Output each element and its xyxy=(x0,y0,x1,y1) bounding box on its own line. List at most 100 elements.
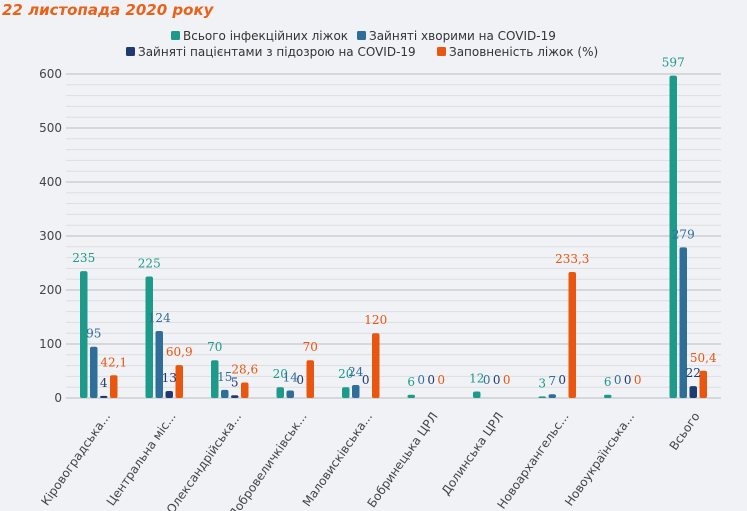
bar[interactable] xyxy=(100,395,108,398)
data-label: 0 xyxy=(634,373,642,387)
bar[interactable] xyxy=(241,382,249,398)
data-label: 50,4 xyxy=(690,351,717,365)
legend-swatch xyxy=(126,47,135,56)
bar[interactable] xyxy=(548,394,557,398)
data-label: 28,6 xyxy=(231,363,258,377)
data-label: 5 xyxy=(231,375,239,389)
legend-label: Всього інфекційних ліжок xyxy=(183,29,348,43)
x-tick-label: Кіровоградська... xyxy=(38,410,113,509)
data-label: 0 xyxy=(624,373,632,387)
bar[interactable] xyxy=(211,360,219,398)
bar[interactable] xyxy=(473,391,481,398)
data-label: 225 xyxy=(138,257,161,271)
y-tick-label: 200 xyxy=(39,283,62,297)
data-label: 0 xyxy=(493,373,501,387)
legend-swatch xyxy=(437,47,446,56)
bar[interactable] xyxy=(352,385,360,398)
legend-label: Зайняті пацієнтами з підозрою на COVID-1… xyxy=(138,45,416,59)
bar[interactable] xyxy=(538,396,547,398)
bar[interactable] xyxy=(679,247,688,398)
x-tick-label: Долинська ЦРЛ xyxy=(439,410,507,498)
data-label: 14 xyxy=(283,370,299,384)
legend-item[interactable]: Зайняті хворими на COVID-19 xyxy=(357,29,556,43)
bar[interactable] xyxy=(231,395,239,398)
bars xyxy=(80,75,708,399)
legend-label: Зайняті хворими на COVID-19 xyxy=(369,29,556,43)
legend-label: Заповненість ліжок (%) xyxy=(449,45,598,59)
data-label: 15 xyxy=(217,370,232,384)
data-label: 12 xyxy=(469,372,484,386)
legend-item[interactable]: Зайняті пацієнтами з підозрою на COVID-1… xyxy=(126,45,416,59)
x-tick-label: Бобринецька ЦРЛ xyxy=(365,410,441,510)
bar[interactable] xyxy=(155,331,164,398)
data-label: 20 xyxy=(273,367,288,381)
bar[interactable] xyxy=(306,360,315,398)
legend-swatch xyxy=(171,31,180,40)
data-label: 0 xyxy=(614,373,622,387)
data-label: 233,3 xyxy=(555,252,589,266)
data-label: 24 xyxy=(348,365,364,379)
data-label: 0 xyxy=(483,373,491,387)
data-label: 20 xyxy=(338,367,353,381)
data-label: 124 xyxy=(148,311,171,325)
data-label: 7 xyxy=(548,374,556,388)
data-label: 0 xyxy=(362,373,370,387)
data-label: 3 xyxy=(538,376,546,390)
y-axis-ticks: 0 100 200 300 400 500 600 xyxy=(39,67,62,405)
bar[interactable] xyxy=(568,272,577,398)
legend: Всього інфекційних ліжок Зайняті хворими … xyxy=(126,29,598,59)
bar[interactable] xyxy=(699,370,708,398)
bar[interactable] xyxy=(342,387,350,398)
data-label: 70 xyxy=(207,340,222,354)
bar[interactable] xyxy=(372,333,380,398)
bar[interactable] xyxy=(221,389,229,398)
data-label: 0 xyxy=(558,373,566,387)
bar[interactable] xyxy=(669,75,678,399)
data-label: 0 xyxy=(417,373,425,387)
data-label: 42,1 xyxy=(100,355,127,369)
y-tick-label: 0 xyxy=(54,391,62,405)
y-tick-label: 300 xyxy=(39,229,62,243)
legend-item[interactable]: Заповненість ліжок (%) xyxy=(437,45,598,59)
data-label: 70 xyxy=(303,340,318,354)
data-label: 60,9 xyxy=(166,345,193,359)
bar[interactable] xyxy=(689,386,698,398)
data-label: 6 xyxy=(604,375,612,389)
bar[interactable] xyxy=(175,365,184,398)
legend-swatch xyxy=(357,31,366,40)
data-label: 597 xyxy=(662,56,685,70)
bar[interactable] xyxy=(165,390,174,398)
bar[interactable] xyxy=(145,276,154,399)
data-label: 279 xyxy=(672,227,695,241)
bar[interactable] xyxy=(110,375,118,398)
bar[interactable] xyxy=(80,271,88,398)
bar[interactable] xyxy=(276,387,285,398)
y-tick-label: 600 xyxy=(39,67,62,81)
y-tick-label: 400 xyxy=(39,175,62,189)
data-label: 120 xyxy=(364,313,387,327)
bar[interactable] xyxy=(604,394,612,398)
x-tick-label: Центральна міс... xyxy=(104,410,179,509)
data-label: 0 xyxy=(437,373,445,387)
bar[interactable] xyxy=(407,394,416,398)
data-label: 22 xyxy=(686,366,701,380)
x-tick-label: Олександрійська... xyxy=(164,410,244,511)
x-tick-label: Новоархангельс... xyxy=(495,410,572,511)
y-tick-label: 100 xyxy=(39,337,62,351)
legend-item[interactable]: Всього інфекційних ліжок xyxy=(171,29,348,43)
data-label: 235 xyxy=(72,251,95,265)
grid-lines xyxy=(66,73,721,399)
data-label: 6 xyxy=(407,375,415,389)
bar[interactable] xyxy=(90,346,98,398)
data-label: 0 xyxy=(503,373,511,387)
data-label: 13 xyxy=(162,371,177,385)
data-label: 0 xyxy=(296,373,304,387)
data-label: 0 xyxy=(427,373,435,387)
y-tick-label: 500 xyxy=(39,121,62,135)
chart-title: 22 листопада 2020 року xyxy=(2,1,214,19)
x-tick-label: Новоукраїнська... xyxy=(562,410,637,509)
data-label: 4 xyxy=(100,376,108,390)
bar[interactable] xyxy=(286,390,295,398)
